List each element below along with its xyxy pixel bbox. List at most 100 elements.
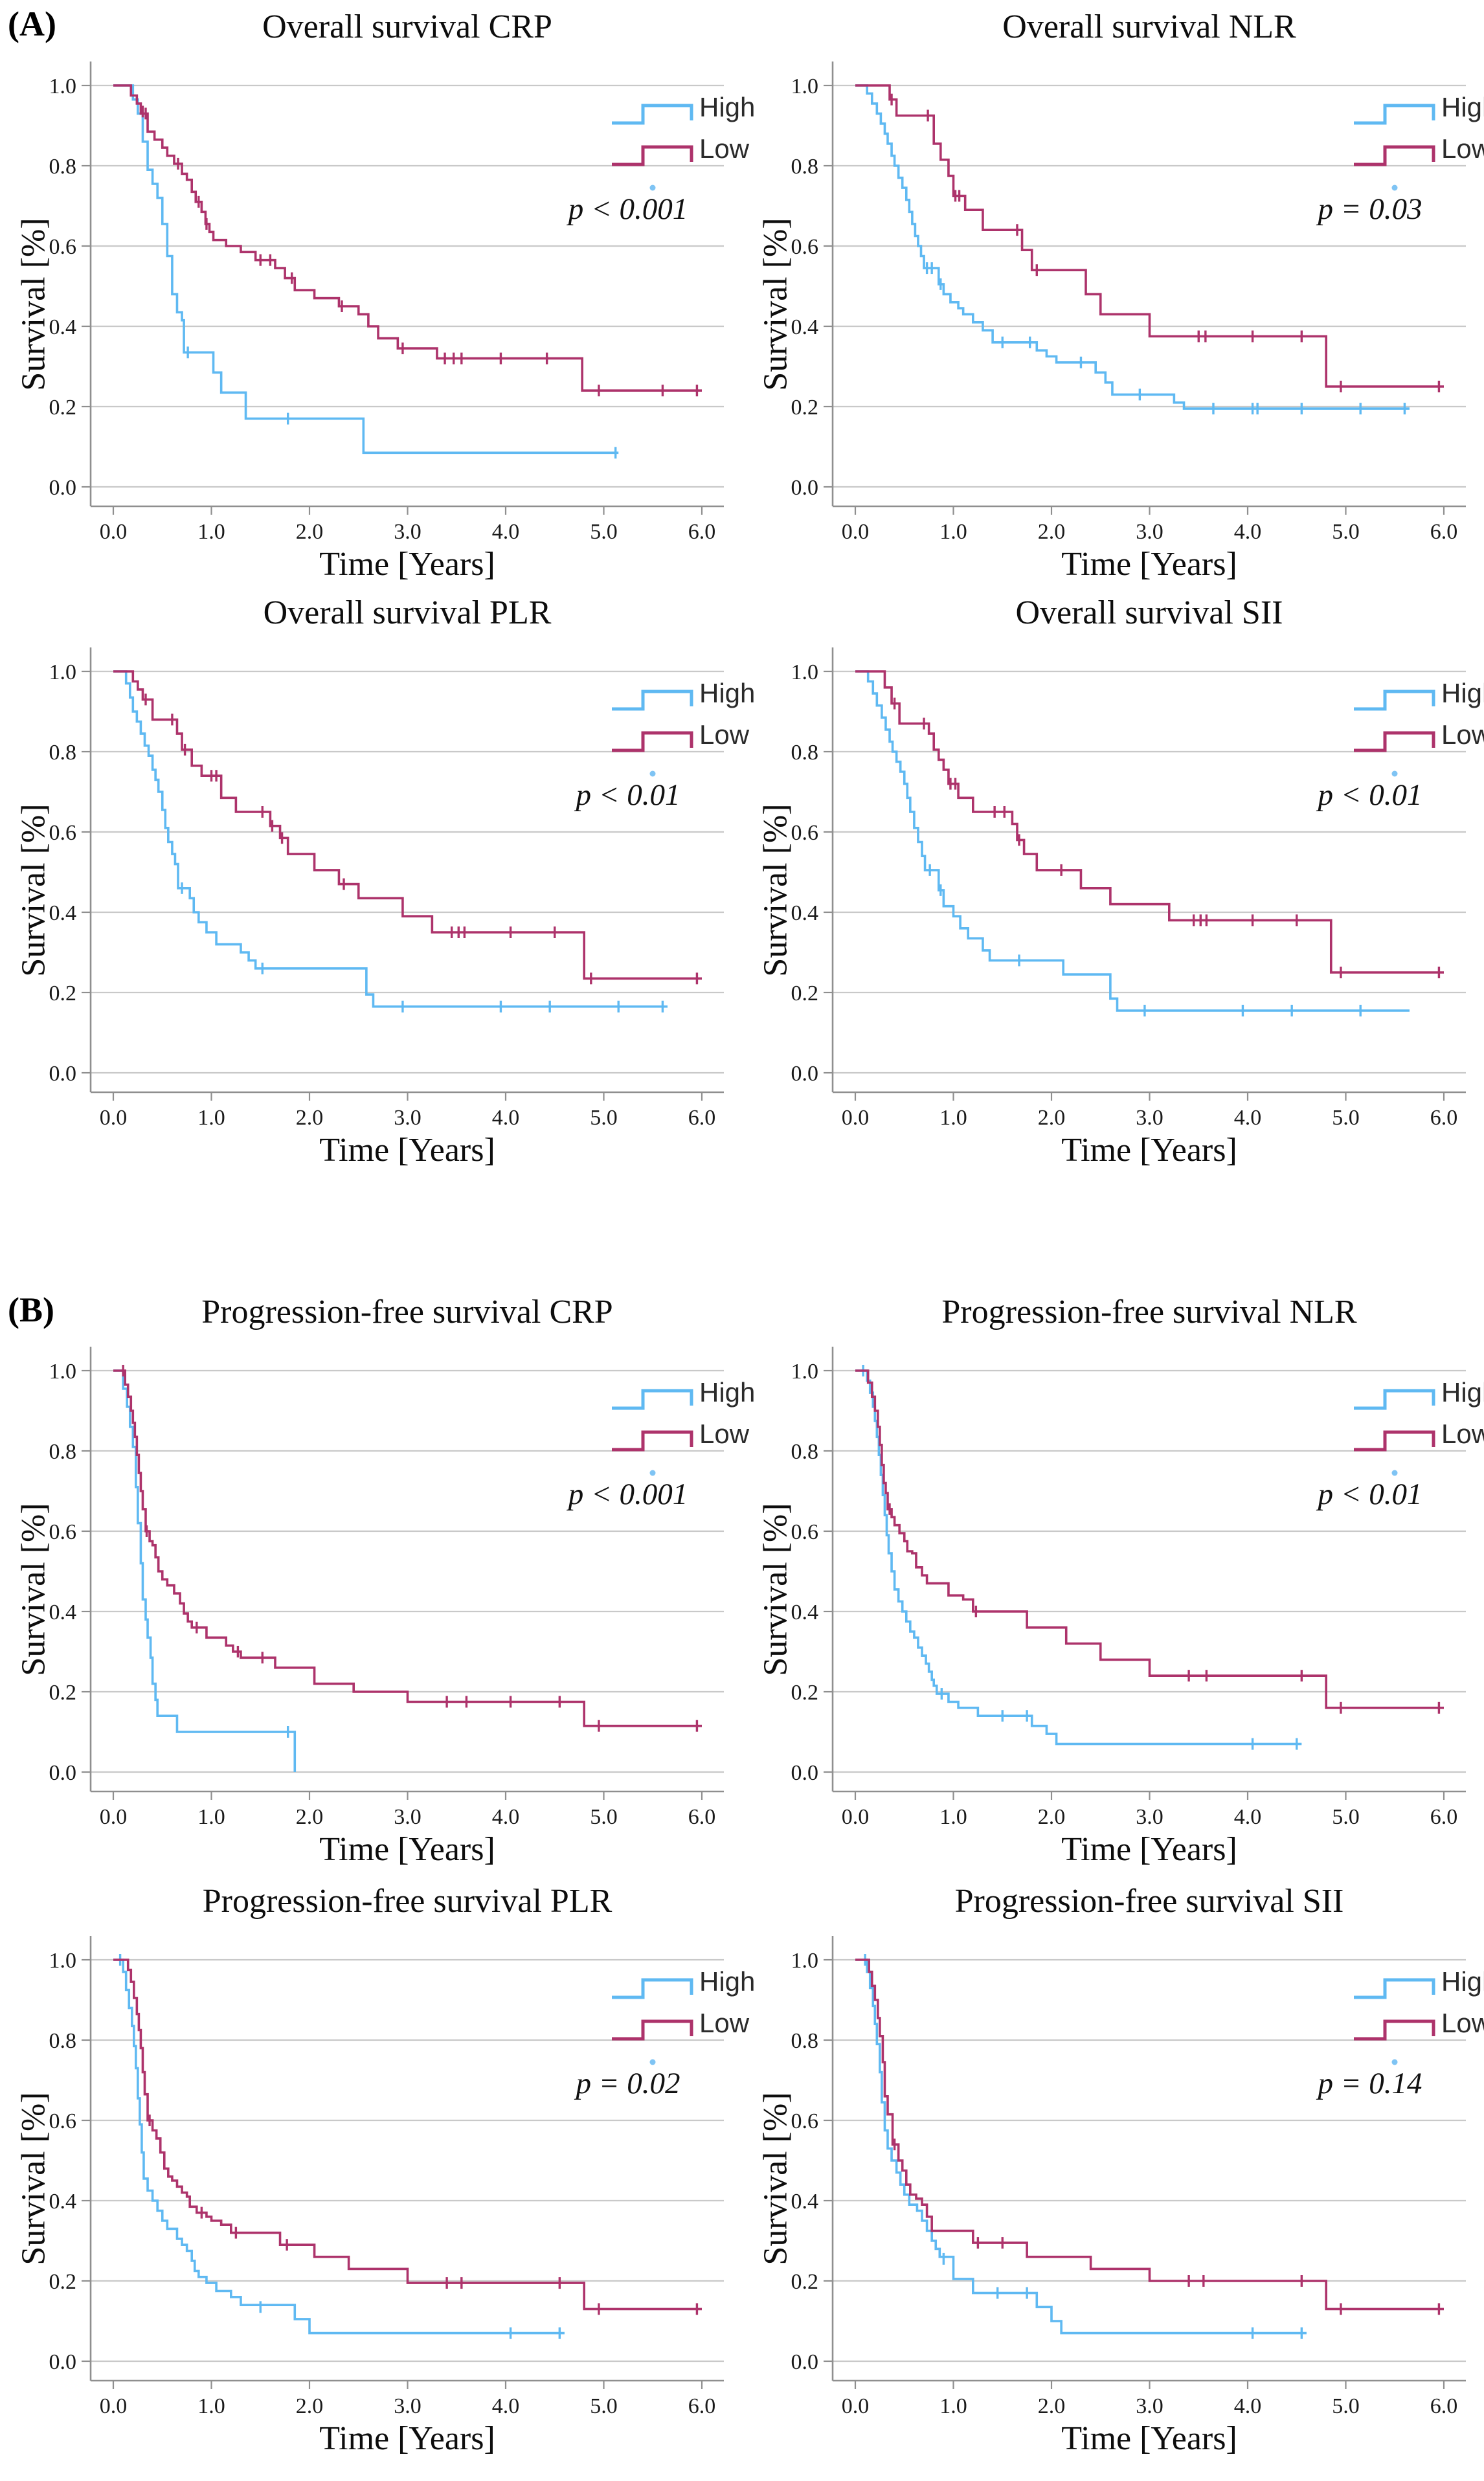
- y-tick-label: 0.8: [791, 741, 819, 765]
- y-tick-label: 0.2: [791, 2270, 819, 2294]
- km-curve-high: [855, 1959, 1307, 2335]
- y-tick-label: 0.6: [791, 2109, 819, 2133]
- x-axis-label: Time [Years]: [1061, 546, 1237, 583]
- x-tick-label: 4.0: [492, 520, 520, 544]
- x-tick-label: 5.0: [590, 520, 618, 544]
- y-tick-label: 1.0: [49, 1360, 77, 1384]
- x-tick-label: 1.0: [939, 2394, 967, 2418]
- x-tick-label: 6.0: [1430, 2394, 1458, 2418]
- km-curve-low: [113, 84, 702, 392]
- y-tick-label: 0.6: [49, 821, 77, 845]
- y-tick-label: 1.0: [791, 1360, 819, 1384]
- km-curve-high: [113, 1959, 565, 2335]
- x-tick-label: 5.0: [590, 1106, 618, 1130]
- y-tick-label: 0.4: [791, 901, 819, 925]
- x-tick-label: 4.0: [1234, 1106, 1262, 1130]
- x-axis-label: Time [Years]: [1061, 1132, 1237, 1169]
- km-curve-low: [855, 84, 1444, 388]
- y-tick-label: 0.0: [791, 2350, 819, 2374]
- y-tick-label: 0.4: [49, 1600, 77, 1624]
- legend-glyph-high: [612, 104, 693, 125]
- x-tick-label: 2.0: [296, 2394, 324, 2418]
- y-tick-label: 1.0: [791, 660, 819, 684]
- y-tick-label: 0.2: [49, 1681, 77, 1705]
- y-tick-label: 0.2: [49, 396, 77, 420]
- legend-glyph-high: [1354, 104, 1435, 125]
- x-tick-label: 2.0: [296, 520, 324, 544]
- chart-title: Overall survival NLR: [1002, 8, 1296, 45]
- legend-label-high: High: [699, 1966, 756, 1997]
- y-tick-label: 0.6: [791, 1520, 819, 1544]
- legend-glyph-high: [612, 690, 693, 711]
- legend-label-low: Low: [1441, 1419, 1484, 1449]
- legend-glyph-low: [1354, 2019, 1435, 2041]
- legend-label-high: High: [1441, 678, 1484, 708]
- y-tick-label: 0.6: [49, 1520, 77, 1544]
- x-tick-label: 2.0: [296, 1106, 324, 1130]
- legend-censor-dot: [1391, 2059, 1398, 2065]
- y-tick-label: 0.2: [49, 982, 77, 1005]
- x-tick-label: 2.0: [1038, 2394, 1066, 2418]
- x-tick-label: 2.0: [1038, 1805, 1066, 1829]
- km-plot-pfs-nlr: 0.0 0.2 0.4 0.6 0.8 1.0 0.0 1.0 2.0 3.0 4.0 5.0 6.0: [791, 1347, 1466, 1829]
- p-value: p < 0.001: [568, 1477, 688, 1511]
- x-tick-label: 0.0: [842, 520, 870, 544]
- y-tick-label: 0.2: [791, 396, 819, 420]
- legend-censor-dot: [1391, 770, 1398, 777]
- legend-censor-dot: [649, 770, 656, 777]
- p-value: p < 0.01: [1318, 778, 1422, 812]
- km-curve-low: [855, 670, 1444, 974]
- legend-label-low: Low: [699, 2008, 750, 2038]
- km-plot-os-sii: 0.0 0.2 0.4 0.6 0.8 1.0 0.0 1.0 2.0 3.0 4.0 5.0 6.0: [791, 647, 1466, 1130]
- legend-label-low: Low: [1441, 719, 1484, 750]
- x-tick-label: 3.0: [1136, 2394, 1164, 2418]
- chart-cell-pfs-sii: Progression-free survival SII Survival […: [742, 1874, 1484, 2481]
- km-plot-os-crp: 0.0 0.2 0.4 0.6 0.8 1.0 0.0 1.0 2.0 3.0 4.0 5.0 6.0: [49, 62, 724, 544]
- km-curve-high: [113, 84, 619, 455]
- x-tick-label: 3.0: [394, 1106, 422, 1130]
- x-tick-label: 0.0: [100, 520, 128, 544]
- legend-label-high: High: [699, 92, 756, 122]
- legend-glyph-low: [1354, 145, 1435, 166]
- x-tick-label: 6.0: [688, 1805, 716, 1829]
- panel-label-a: (A): [8, 5, 56, 43]
- km-curve-low: [113, 1959, 702, 2311]
- km-curve-high: [113, 670, 668, 1008]
- legend-label-high: High: [1441, 1377, 1484, 1408]
- legend-censor-dot: [1391, 1470, 1398, 1476]
- legend-censor-dot: [1391, 185, 1398, 191]
- km-curve-low: [855, 1959, 1444, 2311]
- x-tick-label: 0.0: [842, 1805, 870, 1829]
- x-tick-label: 2.0: [1038, 1106, 1066, 1130]
- x-tick-label: 3.0: [1136, 520, 1164, 544]
- chart-title: Overall survival CRP: [262, 8, 552, 45]
- p-value: p = 0.14: [1318, 2067, 1422, 2100]
- y-tick-label: 1.0: [791, 1949, 819, 1973]
- x-axis-label: Time [Years]: [319, 1831, 495, 1868]
- y-tick-label: 0.0: [791, 1062, 819, 1086]
- chart-title: Overall survival PLR: [263, 594, 552, 631]
- km-plot-pfs-plr: 0.0 0.2 0.4 0.6 0.8 1.0 0.0 1.0 2.0 3.0 4.0 5.0 6.0: [49, 1936, 724, 2418]
- legend-glyph-high: [1354, 1978, 1435, 1999]
- y-tick-label: 0.2: [49, 2270, 77, 2294]
- x-axis-label: Time [Years]: [1061, 1831, 1237, 1868]
- x-tick-label: 4.0: [492, 1106, 520, 1130]
- x-tick-label: 6.0: [1430, 1805, 1458, 1829]
- p-value: p < 0.01: [1318, 1477, 1422, 1511]
- legend-censor-dot: [649, 1470, 656, 1476]
- km-curve-low: [855, 1369, 1444, 1709]
- km-plot-os-nlr: 0.0 0.2 0.4 0.6 0.8 1.0 0.0 1.0 2.0 3.0 4.0 5.0 6.0: [791, 62, 1466, 544]
- x-tick-label: 4.0: [1234, 520, 1262, 544]
- legend-glyph-low: [1354, 1430, 1435, 1452]
- y-tick-label: 0.4: [49, 315, 77, 339]
- x-tick-label: 5.0: [1332, 1805, 1360, 1829]
- y-tick-label: 0.0: [791, 1761, 819, 1785]
- legend-glyph-high: [612, 1978, 693, 1999]
- x-tick-label: 1.0: [197, 1805, 225, 1829]
- chart-title: Progression-free survival SII: [954, 1883, 1344, 1920]
- y-tick-label: 0.8: [791, 2029, 819, 2053]
- x-tick-label: 6.0: [688, 520, 716, 544]
- y-tick-label: 0.8: [49, 2029, 77, 2053]
- y-tick-label: 0.0: [49, 1062, 77, 1086]
